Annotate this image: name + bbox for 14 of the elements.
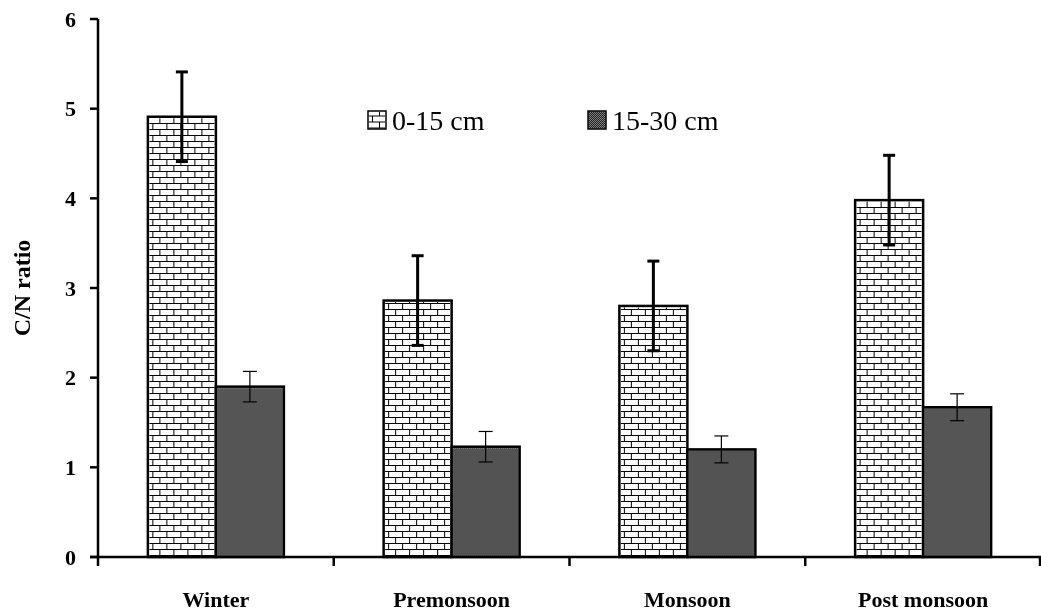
y-tick-label: 4: [65, 186, 76, 212]
x-tick-label: Post monsoon: [858, 587, 989, 612]
x-tick-label: Premonsoon: [393, 587, 511, 612]
y-tick-label: 5: [65, 96, 76, 122]
y-tick-label: 2: [65, 365, 76, 391]
legend-label: 15-30 cm: [612, 104, 719, 136]
y-tick-label: 0: [65, 544, 76, 570]
x-tick-label: Winter: [182, 587, 250, 612]
y-tick-label: 1: [65, 455, 76, 481]
x-tick-label: Monsoon: [643, 587, 731, 612]
y-axis-title: C/N ratio: [9, 239, 35, 337]
legend-label: 0-15 cm: [392, 104, 485, 136]
y-tick-label: 3: [65, 275, 76, 301]
y-tick-label: 6: [65, 6, 76, 32]
